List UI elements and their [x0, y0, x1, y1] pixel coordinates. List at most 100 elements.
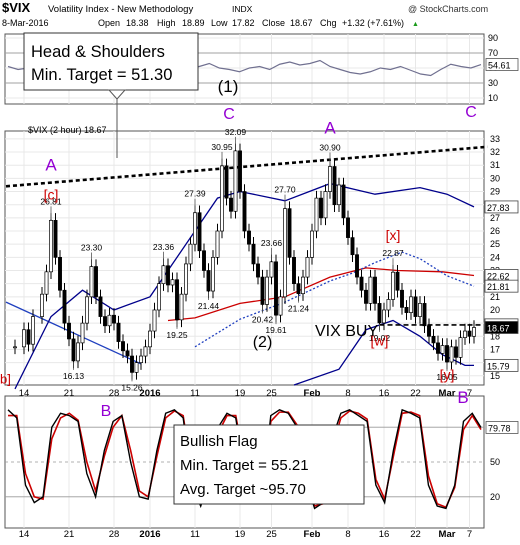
price-candle	[107, 314, 112, 327]
price-candle	[319, 197, 323, 219]
price-tick-label: 20	[490, 305, 500, 315]
open-value: 18.38	[126, 18, 149, 28]
cycle-label: C	[465, 104, 477, 121]
side-value-box	[484, 321, 519, 334]
rsi-tick-label: 90	[488, 33, 498, 43]
price-candle	[458, 337, 463, 358]
price-candle	[26, 329, 31, 345]
price-candle	[58, 256, 62, 291]
x-tick-label: 11	[190, 529, 200, 540]
price-candle	[368, 276, 373, 304]
price-value-label: 26.81	[40, 196, 62, 206]
price-tick-label: 30	[490, 173, 500, 183]
price-candle	[346, 217, 350, 238]
price-tick-label: 21	[490, 292, 500, 302]
price-candle	[364, 289, 368, 304]
close-value: 18.67	[290, 18, 313, 28]
x-tick-label: 22	[410, 529, 421, 540]
x-tick-label: 8	[345, 388, 350, 399]
price-candle	[251, 243, 256, 265]
price-candle	[292, 256, 296, 285]
rsi-tick-label: 10	[488, 93, 498, 103]
price-candle	[13, 346, 17, 349]
price-candle	[184, 263, 188, 295]
price-value-label: 16.13	[63, 371, 85, 381]
rsi-tick-label: 30	[488, 78, 498, 88]
price-candle	[206, 270, 211, 292]
x-tick-label: 25	[266, 529, 277, 540]
chg-value: +1.32 (+7.61%)	[342, 18, 404, 28]
price-candle	[314, 197, 319, 232]
price-candle	[278, 296, 283, 316]
x-tick-label: 7	[467, 529, 472, 540]
stoch-last-value: 79.78	[488, 423, 511, 433]
side-value-label: 27.83	[487, 203, 510, 213]
side-value-label: 22.62	[487, 272, 510, 282]
x-tick-label: 28	[109, 388, 120, 399]
x-tick-label: 19	[235, 529, 246, 540]
price-candle	[427, 325, 431, 337]
rsi-last-value: 54.61	[488, 61, 511, 71]
price-candle	[283, 208, 287, 298]
x-tick-label: 2016	[139, 529, 160, 540]
low-value: 17.82	[232, 18, 255, 28]
price-value-label: 27.70	[274, 185, 296, 195]
x-tick-label: 11	[190, 388, 200, 399]
price-tick-label: 15	[490, 371, 500, 381]
price-candle	[98, 296, 103, 317]
price-candle	[211, 256, 215, 292]
price-candle	[274, 261, 278, 316]
price-candle	[238, 150, 242, 192]
date: 8-Mar-2016	[2, 18, 49, 28]
price-candle	[233, 150, 238, 212]
side-value-label: 15.79	[487, 361, 510, 371]
x-tick-label: Mar	[439, 388, 456, 399]
price-candle	[260, 276, 265, 305]
price-candle	[116, 322, 121, 342]
price-candle	[94, 266, 98, 298]
cycle-label: B	[457, 388, 468, 407]
price-candle	[341, 184, 346, 219]
x-tick-label: 16	[379, 388, 390, 399]
price-candle	[121, 341, 125, 352]
price-candle	[22, 329, 26, 348]
price-value-label: 21.24	[288, 304, 310, 314]
price-value-label: 32.09	[225, 127, 247, 137]
price-candle	[202, 250, 206, 271]
x-tick-label: 25	[266, 388, 277, 399]
price-value-label: 22.87	[382, 248, 404, 258]
side-value-label: 21.81	[487, 282, 510, 292]
price-tick-label: 31	[490, 160, 500, 170]
index-name: Volatility Index - New Methodology	[48, 4, 193, 15]
price-candle	[215, 230, 220, 258]
price-candle	[400, 289, 404, 308]
price-candle	[449, 346, 454, 363]
price-tick-label: 25	[490, 239, 500, 249]
hs-title: Head & Shoulders	[31, 43, 165, 61]
price-candle	[179, 293, 184, 321]
copyright: @ StockCharts.com	[408, 4, 488, 14]
close-label: Close	[262, 18, 285, 28]
price-tick-label: 24	[490, 252, 500, 262]
price-candle	[395, 271, 400, 291]
cycle-label: C	[223, 106, 235, 123]
price-candle	[328, 166, 332, 192]
price-candle	[112, 314, 116, 324]
price-candle	[62, 289, 67, 324]
flag-avg-target: Avg. Target ~95.70	[180, 481, 306, 498]
price-candle	[445, 345, 449, 363]
hs-target: Min. Target = 51.30	[31, 66, 172, 84]
x-tick-label: Mar	[439, 529, 456, 540]
price-tick-label: 33	[490, 134, 500, 144]
high-label: High	[157, 18, 176, 28]
low-label: Low	[211, 18, 228, 28]
rsi-last-value-box	[485, 58, 519, 71]
price-candle	[103, 316, 107, 327]
price-candle	[161, 265, 166, 285]
symbol: $VIX	[2, 0, 31, 15]
wave-label: (2)	[253, 334, 273, 351]
price-candle	[229, 197, 233, 212]
stoch-last-value-box	[485, 421, 519, 434]
price-candle	[170, 279, 175, 286]
